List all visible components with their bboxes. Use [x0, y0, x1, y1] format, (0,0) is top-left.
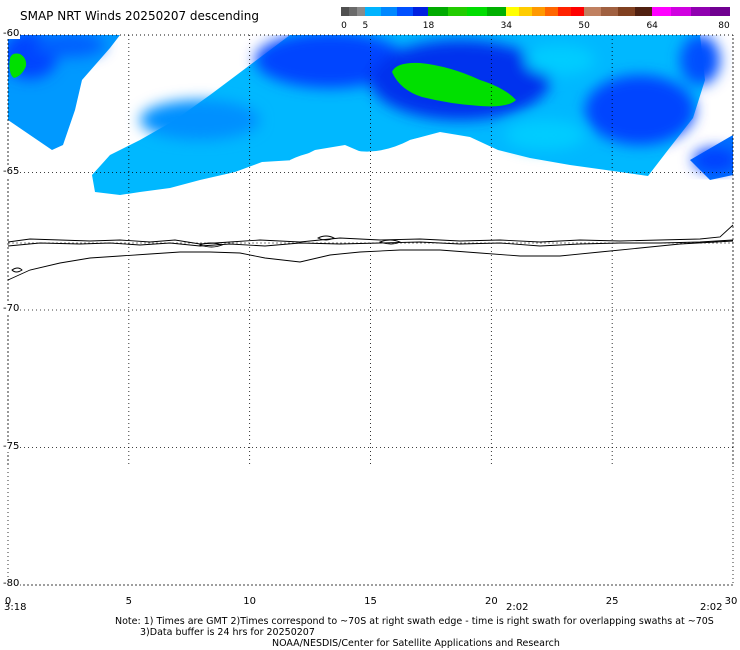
colorbar-segment [341, 7, 350, 16]
time-label-mid: 2:02 [506, 602, 529, 613]
colorbar-segment [357, 7, 366, 16]
colorbar-segment [570, 7, 584, 16]
colorbar-label: 0 [341, 21, 347, 31]
colorbar-segment [710, 7, 730, 16]
colorbar-segment [600, 7, 618, 16]
longitude-label: 30 [724, 596, 738, 607]
longitude-label: 15 [364, 596, 377, 607]
wind-green-cell-center [392, 62, 516, 107]
colorbar-label: 5 [362, 21, 369, 31]
colorbar-segment [617, 7, 635, 16]
longitude-label: 0 [4, 596, 12, 607]
colorbar-segment [381, 7, 397, 16]
wind-swath [8, 35, 733, 195]
time-label-left: 3:18 [4, 602, 27, 613]
map-title: SMAP NRT Winds 20250207 descending [20, 9, 259, 23]
colorbar-segment [506, 7, 520, 16]
colorbar-label: 80 [718, 21, 730, 31]
colorbar-segment [583, 7, 601, 16]
longitude-label: 10 [243, 596, 257, 607]
longitude-label: 25 [605, 596, 619, 607]
colorbar-segment [486, 7, 507, 16]
colorbar-segment [690, 7, 711, 16]
latitude-label: -60 [2, 28, 21, 39]
colorbar-segment [634, 7, 652, 16]
wind-green-cell-left [9, 53, 27, 78]
colorbar-segment [412, 7, 429, 16]
coastline [7, 224, 734, 281]
colorbar-label: 50 [578, 21, 590, 31]
wind-swath-main [92, 35, 705, 195]
colorbar-segment [396, 7, 413, 16]
colorbar-segment [428, 7, 448, 16]
note-line-1: Note: 1) Times are GMT 2)Times correspon… [115, 616, 714, 627]
wind-speed-colorbar [341, 7, 730, 16]
longitude-label: 5 [125, 596, 133, 607]
latitude-label: -65 [2, 165, 21, 177]
colorbar-segment [467, 7, 487, 16]
colorbar-segment [671, 7, 691, 16]
colorbar-segment [652, 7, 672, 16]
latitude-label: -75 [2, 440, 21, 452]
colorbar-segment [558, 7, 571, 16]
longitude-label: 20 [484, 596, 498, 607]
note-line-2: 3)Data buffer is 24 hrs for 20250207 [140, 627, 315, 638]
note-line-3: NOAA/NESDIS/Center for Satellite Applica… [272, 638, 560, 649]
time-label-right: 2:02 [700, 602, 723, 613]
colorbar-label: 34 [500, 21, 513, 31]
colorbar-segment [532, 7, 546, 16]
colorbar-segment [349, 7, 358, 16]
colorbar-label: 64 [646, 21, 658, 31]
latitude-label: -70 [2, 303, 21, 314]
colorbar-segment [365, 7, 382, 16]
colorbar-segment [519, 7, 533, 16]
latitude-label: -80 [2, 578, 21, 589]
colorbar-segment [545, 7, 559, 16]
colorbar-segment [447, 7, 468, 16]
colorbar-label: 18 [422, 21, 435, 31]
